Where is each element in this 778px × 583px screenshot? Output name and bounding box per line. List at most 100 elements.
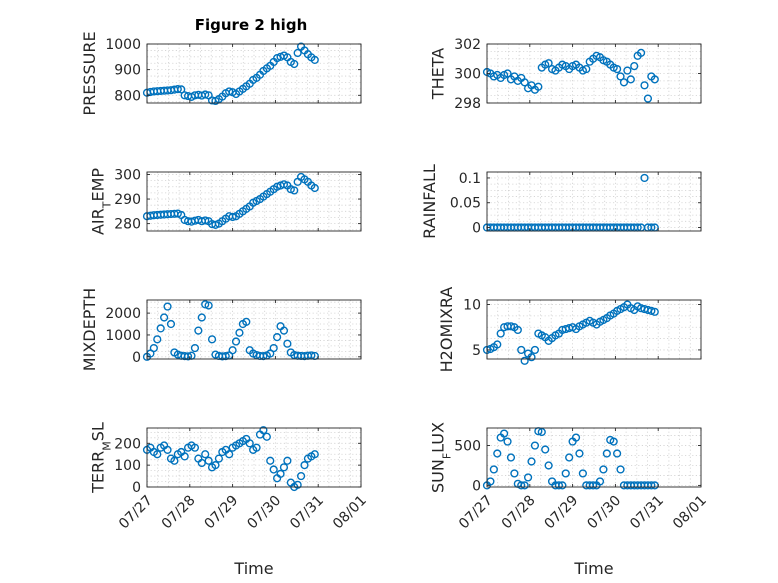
x-tick-label: 07/31: [627, 493, 667, 533]
data-point: [640, 81, 649, 90]
subplot-1: 800 900 1000 PRESSURE: [80, 31, 362, 116]
data-point: [503, 437, 512, 446]
y-axis-label: MIXDEPTH: [80, 288, 99, 371]
y-tick-label: 2000: [105, 306, 141, 322]
data-point: [201, 216, 210, 225]
data-point: [537, 427, 546, 437]
data-point: [520, 356, 529, 365]
data-point: [266, 456, 275, 465]
data-point: [541, 445, 550, 454]
data-point: [636, 48, 646, 57]
data-point: [496, 329, 505, 338]
subplot-7: 0 100 200 07/27 07/28 07/29 07/30 07/31 08/01 TER…: [89, 422, 370, 578]
data-point: [544, 59, 553, 68]
data-point: [204, 456, 213, 465]
data-point: [279, 463, 289, 472]
subplot-6: 5 10 H2OMIXRA: [437, 287, 702, 372]
data-point: [153, 335, 162, 344]
data-point: [296, 471, 306, 481]
y-tick-label: 302: [454, 37, 481, 53]
y-tick-label: 0: [472, 478, 481, 494]
data-point: [558, 481, 567, 490]
data-point: [235, 328, 244, 337]
y-tick-label: 0.1: [459, 171, 481, 187]
data-point: [149, 343, 158, 353]
y-tick-label: 500: [454, 439, 481, 455]
data-point: [503, 69, 512, 78]
data-point: [228, 346, 237, 355]
data-point: [310, 450, 319, 459]
axes-frame: [146, 299, 362, 360]
data-point: [259, 426, 268, 435]
data-point: [214, 454, 224, 463]
x-tick-label: 07/29: [202, 493, 242, 533]
data-point: [201, 90, 210, 99]
subplot-5: 0 1000 2000 MIXDEPTH: [80, 288, 362, 371]
data-point: [156, 324, 165, 333]
data-point: [201, 450, 210, 459]
axes-frame: [146, 43, 362, 104]
data-point: [259, 352, 268, 361]
y-tick-label: 290: [114, 192, 141, 208]
data-point: [290, 186, 299, 195]
data-point: [163, 302, 172, 311]
data-point: [595, 477, 605, 486]
y-tick-label: 298: [454, 96, 481, 112]
data-point: [619, 78, 629, 87]
data-point: [647, 306, 656, 315]
subplot-8: 0 500 07/27 07/28 07/29 07/30 07/31 08/01 SUNFLU…: [429, 422, 710, 578]
data-point: [589, 481, 598, 490]
data-point: [279, 326, 289, 335]
data-point: [630, 62, 639, 71]
x-tick-label: 08/01: [670, 493, 710, 533]
axes-frame: [486, 171, 702, 232]
data-point: [554, 481, 564, 490]
data-point: [252, 443, 261, 452]
y-axis-label: PRESSURE: [80, 31, 99, 115]
data-point: [276, 469, 285, 478]
data-point: [510, 469, 519, 478]
data-point: [269, 343, 278, 353]
y-tick-label: 900: [114, 63, 141, 79]
y-tick-label: 1000: [105, 328, 141, 344]
data-point: [190, 343, 200, 353]
data-point: [602, 449, 611, 458]
data-point: [520, 78, 529, 87]
data-point: [180, 452, 189, 461]
data-point: [283, 456, 292, 465]
data-point: [582, 64, 591, 74]
y-tick-label: 800: [114, 88, 141, 104]
x-tick-label: 07/29: [542, 493, 582, 533]
data-point: [153, 450, 162, 459]
data-point: [616, 465, 625, 474]
data-point: [183, 352, 193, 361]
data-point: [616, 72, 625, 81]
data-point: [293, 480, 302, 489]
x-tick-label: 07/27: [116, 493, 156, 533]
data-point: [269, 465, 278, 474]
data-point: [293, 48, 302, 58]
data-point: [221, 352, 230, 361]
data-point: [207, 335, 217, 344]
data-point: [506, 453, 516, 462]
y-axis-label: TERRMSL: [89, 422, 114, 494]
y-axis-label: SUNFLUX: [429, 422, 454, 493]
data-point: [160, 313, 169, 322]
data-point: [228, 212, 237, 222]
data-point: [609, 437, 618, 446]
data-point: [565, 453, 574, 462]
data-point: [231, 337, 241, 346]
data-point: [197, 313, 206, 322]
x-tick-label: 07/30: [584, 493, 624, 533]
data-point: [534, 82, 543, 91]
y-axis-label: RAINFALL: [420, 164, 439, 239]
data-point: [163, 445, 172, 454]
data-point: [517, 481, 526, 490]
y-axis-label: THETA: [429, 48, 448, 100]
data-point: [613, 64, 622, 74]
data-point: [211, 461, 220, 470]
data-point: [225, 450, 234, 459]
data-point: [650, 75, 659, 84]
